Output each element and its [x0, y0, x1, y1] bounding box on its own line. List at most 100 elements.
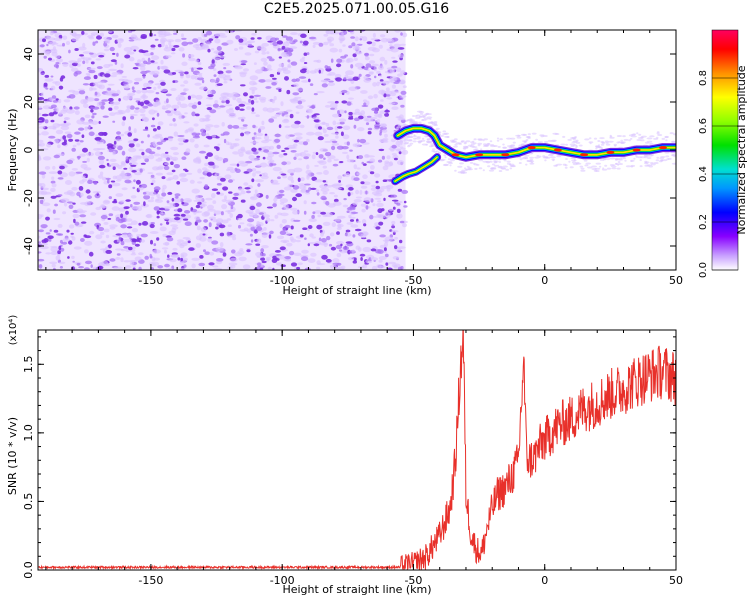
- noise-dot: [129, 166, 133, 170]
- noise-dot: [107, 179, 110, 184]
- noise-dot: [209, 109, 217, 114]
- noise-dot: [342, 125, 351, 131]
- noise-dot: [222, 158, 229, 163]
- noise-dot: [78, 266, 84, 269]
- noise-dot: [50, 187, 56, 192]
- noise-dot: [379, 34, 386, 38]
- noise-dot: [157, 165, 164, 170]
- halo-dot: [492, 163, 495, 166]
- noise-dot: [54, 203, 58, 207]
- noise-dot: [295, 193, 303, 198]
- noise-dot: [266, 107, 275, 113]
- noise-dot: [271, 258, 278, 264]
- noise-dot: [45, 252, 52, 255]
- noise-dot: [257, 211, 267, 215]
- snr-ytick-label: 1.5: [22, 356, 35, 374]
- noise-dot: [342, 134, 350, 140]
- noise-dot: [225, 70, 232, 74]
- noise-dot: [248, 155, 255, 160]
- noise-dot: [382, 165, 389, 171]
- halo-dot: [630, 137, 633, 140]
- halo-dot: [509, 165, 516, 167]
- noise-dot: [59, 239, 63, 244]
- noise-dot: [81, 134, 85, 138]
- noise-dot: [86, 195, 92, 200]
- noise-dot: [38, 67, 44, 73]
- noise-dot: [163, 69, 171, 74]
- noise-dot: [214, 38, 221, 44]
- noise-dot: [38, 235, 41, 239]
- noise-dot: [183, 121, 190, 124]
- noise-dot: [352, 202, 358, 206]
- halo-dot: [630, 160, 633, 163]
- noise-dot: [261, 233, 268, 239]
- noise-dot: [279, 246, 286, 251]
- noise-dot: [367, 131, 372, 135]
- noise-dot: [360, 181, 365, 185]
- noise-dot: [213, 74, 217, 77]
- noise-dot: [52, 267, 56, 270]
- halo-dot: [438, 131, 442, 134]
- noise-dot: [156, 215, 160, 219]
- noise-dot: [338, 249, 343, 252]
- noise-dot: [363, 99, 368, 103]
- halo-dot: [548, 154, 554, 157]
- halo-dot: [615, 158, 618, 161]
- noise-dot: [120, 213, 124, 219]
- colorbar: 0.00.20.40.60.8 Normalized spectral ampl…: [698, 29, 748, 278]
- noise-dot: [140, 113, 146, 117]
- halo-dot: [591, 168, 597, 170]
- noise-dot: [110, 100, 115, 106]
- noise-dot: [237, 101, 247, 104]
- noise-dot: [226, 231, 231, 237]
- noise-dot: [132, 267, 136, 270]
- noise-dot: [73, 71, 78, 77]
- noise-dot: [93, 180, 98, 185]
- noise-dot: [254, 189, 258, 194]
- noise-dot: [134, 77, 143, 82]
- noise-dot: [165, 55, 172, 58]
- noise-dot: [125, 210, 129, 215]
- noise-dot: [147, 103, 154, 107]
- noise-dot: [348, 45, 353, 49]
- halo-dot: [587, 166, 593, 169]
- noise-dot: [324, 65, 329, 69]
- noise-dot: [204, 251, 210, 255]
- noise-dot: [182, 53, 186, 58]
- noise-dot: [162, 233, 167, 237]
- noise-dot: [177, 94, 184, 97]
- halo-dot: [408, 135, 414, 138]
- halo-dot: [600, 140, 604, 143]
- noise-dot: [40, 72, 45, 75]
- noise-dot: [334, 218, 341, 222]
- noise-dot: [222, 252, 227, 257]
- noise-dot: [251, 111, 256, 115]
- noise-dot: [284, 256, 292, 260]
- noise-dot: [208, 222, 212, 228]
- noise-dot: [281, 113, 285, 117]
- noise-dot: [133, 179, 136, 183]
- noise-dot: [229, 213, 233, 218]
- noise-dot: [380, 37, 389, 43]
- noise-dot: [45, 232, 51, 235]
- noise-dot: [136, 234, 142, 237]
- noise-dot: [250, 99, 255, 105]
- noise-dot: [317, 136, 324, 141]
- spectrogram-xtick-label: 50: [669, 274, 683, 287]
- noise-dot: [150, 174, 155, 178]
- noise-dot: [76, 262, 81, 266]
- noise-dot: [335, 77, 342, 82]
- halo-dot: [666, 158, 670, 161]
- noise-dot: [105, 177, 111, 180]
- noise-dot: [287, 168, 296, 174]
- noise-dot: [306, 52, 310, 56]
- noise-dot: [84, 240, 93, 246]
- noise-dot: [278, 193, 285, 197]
- noise-dot: [60, 123, 70, 127]
- noise-dot: [197, 168, 202, 174]
- noise-dot: [52, 165, 56, 170]
- noise-dot: [214, 172, 221, 176]
- noise-dot: [211, 59, 215, 64]
- noise-dot: [383, 250, 387, 254]
- noise-dot: [50, 180, 56, 184]
